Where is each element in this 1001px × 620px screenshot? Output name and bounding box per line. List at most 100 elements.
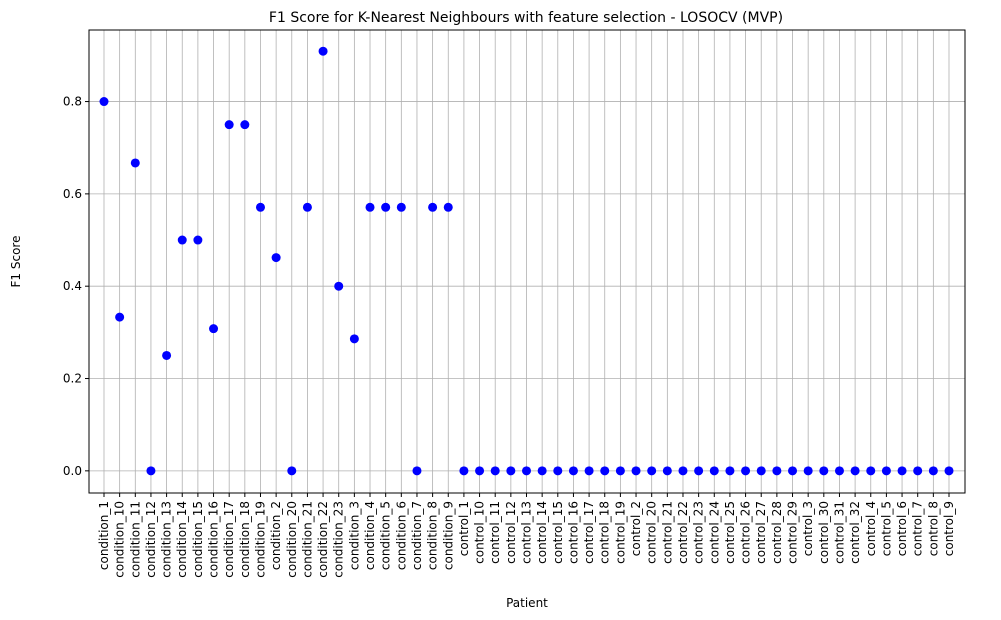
data-point — [803, 466, 813, 476]
x-tick-label: control_31 — [832, 501, 846, 564]
data-point — [381, 202, 391, 212]
x-tick-label: control_24 — [707, 501, 721, 564]
x-tick-label: control_6 — [895, 501, 909, 556]
data-point — [130, 158, 140, 168]
x-tick-label: control_28 — [770, 501, 784, 564]
y-tick-label: 0.8 — [63, 95, 82, 109]
data-point — [334, 281, 344, 291]
data-point — [600, 466, 610, 476]
x-tick-label: control_10 — [473, 501, 487, 564]
data-point — [318, 46, 328, 56]
data-point — [224, 120, 234, 130]
data-point — [177, 235, 187, 245]
data-point — [819, 466, 829, 476]
x-tick-label: condition_9 — [441, 501, 455, 570]
data-point — [897, 466, 907, 476]
data-point — [662, 466, 672, 476]
x-tick-label: condition_11 — [128, 501, 142, 578]
data-point — [459, 466, 469, 476]
x-tick-label: control_19 — [613, 501, 627, 564]
data-point — [553, 466, 563, 476]
data-point — [115, 312, 125, 322]
x-tick-label: control_15 — [551, 501, 565, 564]
data-point — [365, 202, 375, 212]
data-point — [490, 466, 500, 476]
grid-lines — [89, 30, 965, 493]
data-point — [349, 334, 359, 344]
x-tick-label: condition_3 — [347, 501, 361, 570]
data-point — [302, 202, 312, 212]
x-tick-label: control_4 — [864, 501, 878, 556]
x-tick-label: control_22 — [676, 501, 690, 564]
x-tick-label: condition_5 — [379, 501, 393, 570]
data-point — [584, 466, 594, 476]
data-point — [866, 466, 876, 476]
data-point — [146, 466, 156, 476]
data-point — [756, 466, 766, 476]
x-tick-label: control_32 — [848, 501, 862, 564]
x-tick-label: condition_20 — [285, 501, 299, 578]
x-tick-label: condition_10 — [113, 501, 127, 578]
x-tick-label: condition_1 — [97, 501, 111, 570]
data-point — [162, 350, 172, 360]
x-tick-label: condition_6 — [394, 501, 408, 570]
data-point — [271, 253, 281, 263]
x-tick-label: condition_19 — [253, 501, 267, 578]
x-tick-label: control_12 — [504, 501, 518, 564]
x-tick-label: control_14 — [535, 501, 549, 564]
x-tick-label: condition_21 — [300, 501, 314, 578]
data-point — [99, 97, 109, 107]
data-point — [522, 466, 531, 476]
data-point — [944, 466, 954, 476]
x-tick-label: condition_15 — [191, 501, 205, 578]
y-axis-ticks: 0.0 0.2 0.4 0.6 0.8 — [63, 95, 89, 478]
x-tick-label: condition_8 — [426, 501, 440, 570]
x-tick-label: condition_23 — [332, 501, 346, 578]
x-tick-label: condition_16 — [207, 501, 221, 578]
data-point — [412, 466, 422, 476]
y-tick-label: 0.4 — [63, 279, 82, 293]
x-axis-label: Patient — [506, 596, 548, 610]
data-point — [475, 466, 485, 476]
data-point — [255, 202, 265, 212]
data-point — [240, 120, 250, 130]
x-tick-label: control_11 — [488, 501, 502, 564]
data-point — [647, 466, 657, 476]
x-tick-label: control_7 — [911, 501, 925, 556]
x-tick-label: control_30 — [817, 501, 831, 564]
data-point — [287, 466, 297, 476]
data-point — [928, 466, 938, 476]
x-tick-label: control_3 — [801, 501, 815, 556]
x-tick-label: control_1 — [457, 501, 471, 556]
chart-title: F1 Score for K-Nearest Neighbours with f… — [269, 10, 783, 26]
data-point — [506, 466, 516, 476]
data-point — [678, 466, 688, 476]
y-tick-label: 0.2 — [63, 372, 82, 386]
x-tick-label: control_2 — [629, 501, 643, 556]
x-tick-label: condition_13 — [160, 501, 174, 578]
x-tick-label: condition_18 — [238, 501, 252, 578]
x-axis-ticks: condition_1 condition_10 condition_11 condi… — [97, 493, 956, 578]
data-point — [631, 466, 641, 476]
data-point — [772, 466, 782, 476]
x-tick-label: condition_2 — [269, 501, 283, 570]
y-axis-label: F1 Score — [9, 236, 23, 288]
x-tick-label: control_21 — [660, 501, 674, 564]
data-point — [568, 466, 578, 476]
x-tick-label: condition_4 — [363, 501, 377, 570]
x-tick-label: condition_12 — [144, 501, 158, 578]
x-tick-label: control_18 — [598, 501, 612, 564]
x-tick-label: control_9 — [942, 501, 956, 556]
data-point — [913, 466, 923, 476]
x-tick-label: control_17 — [582, 501, 596, 564]
y-tick-label: 0.6 — [63, 187, 82, 201]
data-point — [193, 235, 203, 245]
plot-area — [88, 29, 966, 494]
data-point — [396, 202, 406, 212]
data-point — [725, 466, 735, 476]
data-point — [694, 466, 704, 476]
data-points — [99, 46, 954, 476]
x-tick-label: control_29 — [786, 501, 800, 564]
data-point — [881, 466, 891, 476]
